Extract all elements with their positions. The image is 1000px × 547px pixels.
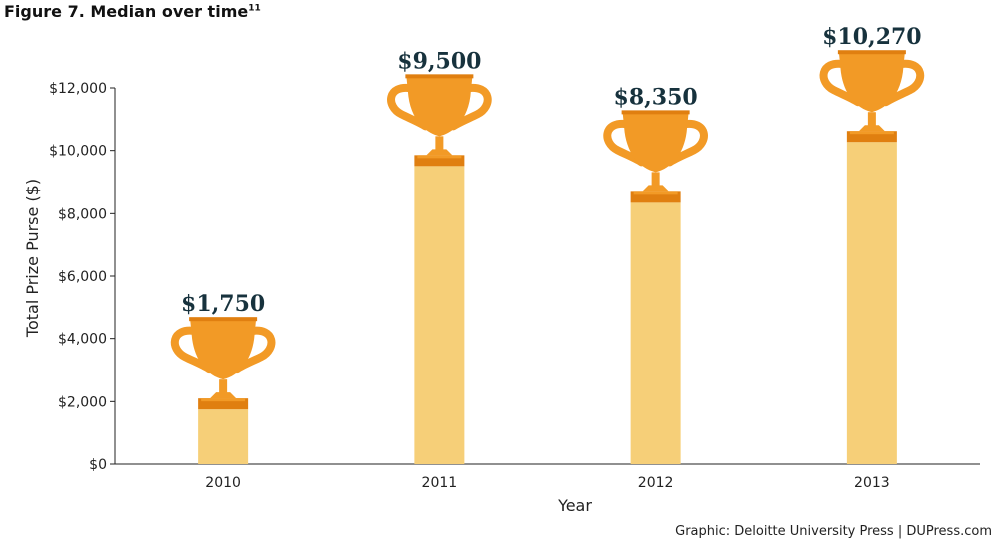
data-label: $9,500 bbox=[397, 48, 481, 74]
data-label: $10,270 bbox=[822, 24, 922, 50]
y-axis-title: Total Prize Purse ($) bbox=[23, 179, 42, 338]
trophy-stem bbox=[651, 172, 660, 187]
credit-line: Graphic: Deloitte University Press | DUP… bbox=[675, 524, 992, 539]
x-tick-label: 2011 bbox=[422, 475, 458, 491]
trophy-cup bbox=[622, 112, 689, 173]
trophy-stem bbox=[867, 112, 876, 127]
trophy-cup bbox=[190, 319, 257, 380]
trophy-stem bbox=[219, 379, 228, 394]
trophy-icon bbox=[387, 74, 492, 167]
bar bbox=[414, 166, 465, 465]
trophy-foot bbox=[858, 125, 885, 132]
bar bbox=[846, 142, 897, 464]
trophy-rim bbox=[621, 110, 690, 115]
y-tick-label: $0 bbox=[89, 457, 107, 473]
trophy-rim bbox=[189, 317, 258, 322]
y-tick-label: $10,000 bbox=[49, 144, 107, 160]
bar bbox=[198, 409, 249, 464]
y-tick-label: $12,000 bbox=[49, 81, 107, 97]
figure-title: Figure 7. Median over time11 bbox=[4, 2, 261, 21]
trophy-rim bbox=[837, 50, 906, 55]
y-ticks: $0 $2,000 $4,000 $6,000 $8,000 $10,000 $12,000 bbox=[49, 81, 115, 473]
trophy-icon bbox=[170, 317, 276, 410]
trophy-base-top bbox=[633, 191, 678, 195]
bar bbox=[630, 202, 681, 464]
data-label: $8,350 bbox=[614, 84, 698, 110]
figure-footnote: 11 bbox=[248, 3, 261, 14]
trophy-icon bbox=[603, 110, 708, 203]
y-tick-label: $8,000 bbox=[58, 206, 107, 222]
figure-title-text: Figure 7. Median over time bbox=[4, 2, 249, 21]
x-tick-label: 2010 bbox=[205, 475, 241, 491]
trophy-base bbox=[846, 131, 897, 143]
trophy-rim bbox=[405, 74, 474, 79]
y-tick-label: $4,000 bbox=[58, 332, 107, 348]
trophy-cup bbox=[406, 76, 473, 137]
trophy-base bbox=[414, 155, 465, 167]
trophy-base-top bbox=[849, 131, 894, 135]
bars: $1,750 $9,500 $8,350 $10,270 bbox=[170, 24, 925, 465]
trophy-base-top bbox=[417, 155, 462, 159]
trophy-stem bbox=[435, 136, 444, 151]
x-axis-title: Year bbox=[557, 496, 592, 515]
x-ticks: 2010 2011 2012 2013 bbox=[205, 475, 889, 491]
trophy-foot bbox=[642, 185, 669, 192]
x-tick-label: 2013 bbox=[854, 475, 890, 491]
trophy-base bbox=[630, 191, 681, 203]
data-label: $1,750 bbox=[181, 291, 265, 317]
trophy-base-top bbox=[201, 398, 246, 402]
x-tick-label: 2012 bbox=[638, 475, 674, 491]
trophy-foot bbox=[426, 149, 453, 156]
y-tick-label: $6,000 bbox=[58, 269, 107, 285]
trophy-base bbox=[198, 398, 249, 410]
trophy-foot bbox=[210, 392, 237, 399]
trophy-icon bbox=[819, 50, 925, 143]
y-tick-label: $2,000 bbox=[58, 394, 107, 410]
trophy-cup bbox=[838, 52, 905, 113]
